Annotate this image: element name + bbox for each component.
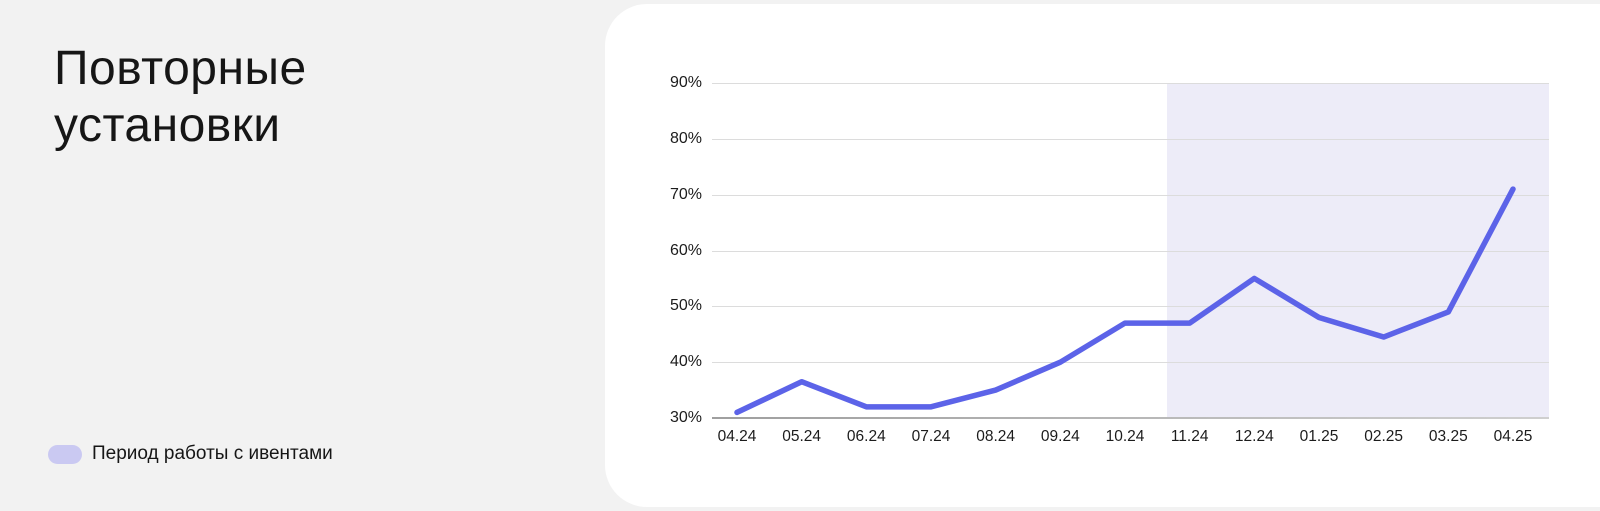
- x-axis-label: 08.24: [976, 428, 1016, 445]
- x-axis-label: 06.24: [846, 428, 886, 445]
- x-axis-label: 04.24: [717, 428, 757, 445]
- trend-line: [734, 186, 1516, 416]
- y-axis-label: 70%: [669, 185, 702, 203]
- gridline: [712, 250, 1549, 252]
- legend: Период работы с ивентами: [48, 443, 333, 465]
- legend-label: Период работы с ивентами: [92, 443, 333, 464]
- page-title: Повторные установки: [54, 42, 307, 152]
- x-axis-label: 10.24: [1105, 428, 1145, 445]
- x-axis-label: 03.25: [1428, 428, 1468, 445]
- y-axis-label: 40%: [669, 353, 702, 371]
- x-axis-label: 07.24: [911, 428, 951, 445]
- x-axis-label: 02.25: [1364, 428, 1404, 445]
- x-axis-label: 12.24: [1234, 428, 1274, 445]
- y-axis-label: 90%: [669, 74, 702, 91]
- legend-swatch-event-period: [48, 444, 82, 464]
- y-axis-label: 30%: [669, 409, 702, 426]
- gridline: [712, 306, 1549, 308]
- y-axis-label: 50%: [669, 297, 702, 315]
- gridline: [712, 362, 1549, 364]
- gridline: [712, 138, 1549, 140]
- x-axis-label: 01.25: [1299, 428, 1339, 445]
- x-axis-line: [712, 417, 1549, 419]
- y-axis-label: 60%: [669, 241, 702, 259]
- x-axis-label: 11.24: [1170, 428, 1209, 445]
- gridline: [712, 194, 1549, 196]
- x-axis-label: 09.24: [1040, 428, 1080, 445]
- y-axis-label: 80%: [669, 129, 702, 147]
- x-axis-label: 04.25: [1493, 428, 1533, 445]
- x-axis-label: 05.24: [782, 428, 822, 445]
- gridline: [712, 83, 1549, 84]
